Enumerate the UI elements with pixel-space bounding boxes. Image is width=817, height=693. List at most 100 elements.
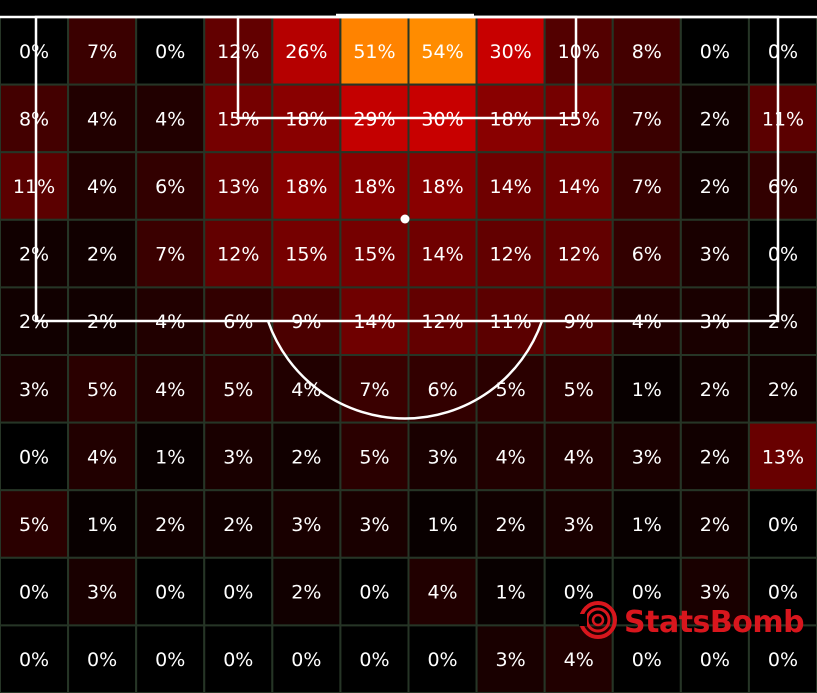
heatmap-value-label: 0%: [700, 649, 730, 671]
heatmap-value-label: 0%: [768, 244, 798, 266]
heatmap-value-label: 2%: [291, 446, 321, 468]
heatmap-value-label: 29%: [353, 108, 395, 130]
heatmap-cell: [747, 354, 817, 424]
heatmap-cell: [271, 421, 342, 492]
penalty-arc: [266, 320, 544, 420]
heatmap-cell: [339, 218, 410, 289]
heatmap-value-label: 14%: [490, 176, 532, 198]
heatmap-cell: [543, 218, 614, 289]
heatmap-value-label: 0%: [19, 582, 49, 604]
heatmap-value-label: 0%: [155, 582, 185, 604]
heatmap-cell: [747, 83, 817, 154]
heatmap-value-label: 0%: [359, 582, 389, 604]
heatmap-value-label: 0%: [155, 41, 185, 63]
heatmap-value-label: 4%: [87, 108, 117, 130]
heatmap-value-label: 3%: [632, 446, 662, 468]
heatmap-value-label: 18%: [490, 108, 532, 130]
heatmap-value-label: 18%: [285, 176, 327, 198]
heatmap-value-label: 0%: [768, 649, 798, 671]
heatmap-value-label: 30%: [421, 108, 463, 130]
heatmap-value-label: 15%: [353, 244, 395, 266]
heatmap-cell: [747, 421, 817, 492]
heatmap-value-label: 2%: [19, 244, 49, 266]
heatmap-value-label: 2%: [700, 108, 730, 130]
heatmap-cell: [0, 83, 70, 154]
heatmap-cell: [203, 421, 274, 492]
heatmap-cell: [407, 624, 478, 693]
heatmap-cell: [339, 151, 410, 221]
heatmap-value-label: 0%: [768, 514, 798, 536]
heatmap-value-label: 0%: [87, 649, 117, 671]
heatmap-value-label: 2%: [700, 514, 730, 536]
heatmap-cell: [475, 354, 546, 424]
heatmap-cell: [67, 354, 138, 424]
heatmap-value-label: 9%: [291, 311, 321, 333]
heatmap-cell: [611, 624, 682, 693]
heatmap-value-label: 3%: [700, 582, 730, 604]
heatmap-value-label: 2%: [87, 244, 117, 266]
heatmap-value-label: 14%: [421, 244, 463, 266]
heatmap-value-label: 0%: [427, 649, 457, 671]
heatmap-value-label: 18%: [421, 176, 463, 198]
heatmap-cell: [271, 556, 342, 627]
heatmap-value-label: 13%: [762, 446, 804, 468]
heatmap-value-label: 3%: [496, 649, 526, 671]
heatmap-value-label: 4%: [155, 379, 185, 401]
heatmap-value-label: 2%: [700, 446, 730, 468]
heatmap-cell: [339, 624, 410, 693]
statsbomb-logo: StatsBomb: [579, 601, 805, 640]
heatmap-cell: [747, 151, 817, 221]
heatmap-value-label: 18%: [353, 176, 395, 198]
heatmap-value-label: 3%: [427, 446, 457, 468]
heatmap-cell: [611, 421, 682, 492]
heatmap-value-label: 2%: [700, 379, 730, 401]
heatmap-cell: [543, 556, 614, 627]
heatmap-value-label: 9%: [564, 311, 594, 333]
pitch-markings: [0, 13, 817, 420]
heatmap-value-label: 3%: [19, 379, 49, 401]
heatmap-value-label: 2%: [291, 582, 321, 604]
heatmap-cell: [0, 421, 70, 492]
heatmap-value-label: 0%: [155, 649, 185, 671]
heatmap-value-label: 0%: [19, 649, 49, 671]
heatmap-cell: [271, 218, 342, 289]
heatmap-value-label: 5%: [19, 514, 49, 536]
heatmap-value-label: 3%: [700, 311, 730, 333]
heatmap-value-labels: 0% 7% 0% 12% 26% 51% 54% 30% 10% 8% 0% 0% 8% 4% 4% 15% 1…: [13, 41, 804, 671]
heatmap-value-label: 0%: [19, 41, 49, 63]
heatmap-value-label: 12%: [490, 244, 532, 266]
heatmap-value-label: 0%: [564, 582, 594, 604]
heatmap-cell: [747, 489, 817, 559]
heatmap-cell: [67, 624, 138, 693]
heatmap-value-label: 1%: [87, 514, 117, 536]
heatmap-value-label: 11%: [762, 108, 804, 130]
heatmap-value-label: 26%: [285, 41, 327, 63]
heatmap-cell: [679, 354, 750, 424]
statsbomb-logo-text: StatsBomb: [624, 605, 804, 640]
heatmap-cell: [67, 556, 138, 627]
heatmap-cell: [135, 421, 206, 492]
heatmap-value-label: 5%: [223, 379, 253, 401]
heatmap-value-label: 1%: [155, 446, 185, 468]
heatmap-value-label: 2%: [768, 379, 798, 401]
heatmap-value-label: 12%: [217, 41, 259, 63]
heatmap-value-label: 0%: [700, 41, 730, 63]
heatmap-cell: [679, 489, 750, 559]
heatmap-value-label: 3%: [700, 244, 730, 266]
heatmap-value-label: 14%: [558, 176, 600, 198]
heatmap-value-label: 4%: [564, 649, 594, 671]
heatmap-cell: [339, 489, 410, 559]
heatmap-value-label: 12%: [421, 311, 463, 333]
heatmap-value-label: 1%: [496, 582, 526, 604]
heatmap-cell: [135, 218, 206, 289]
heatmap-value-label: 6%: [223, 311, 253, 333]
heatmap-value-label: 7%: [359, 379, 389, 401]
heatmap-value-label: 6%: [632, 244, 662, 266]
heatmap-value-label: 14%: [353, 311, 395, 333]
heatmap-cell: [339, 556, 410, 627]
heatmap-cell: [135, 624, 206, 693]
heatmap-cell: [679, 421, 750, 492]
penalty-spot: [400, 214, 410, 224]
